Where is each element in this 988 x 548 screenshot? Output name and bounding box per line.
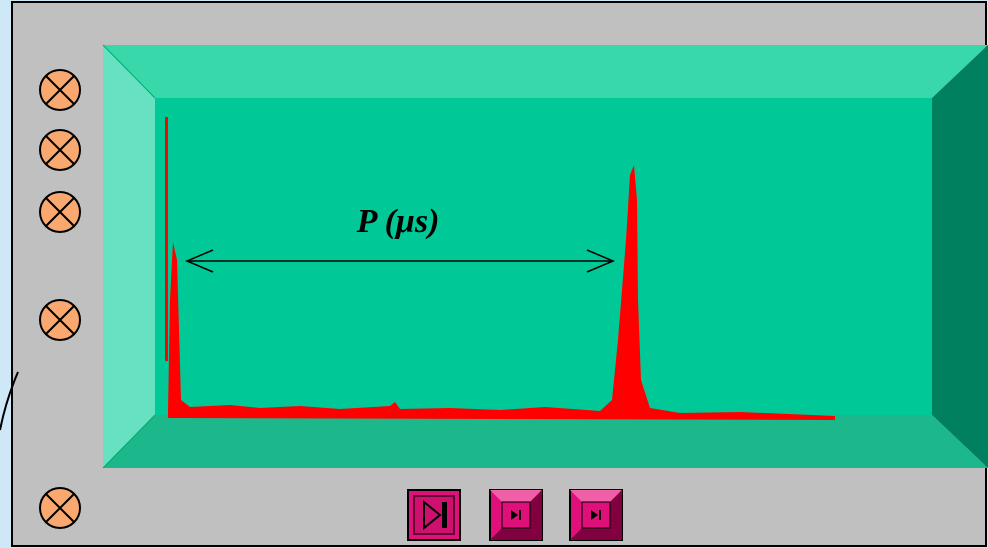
interval-arrow [185,249,615,273]
screen-face [155,98,932,415]
cable [0,371,19,431]
signal [165,117,835,420]
initial-pulse-line [165,117,168,361]
knob[interactable] [39,191,81,233]
step-button[interactable] [569,489,623,541]
bevel-top [103,45,988,98]
play-button[interactable] [407,489,461,541]
knob[interactable] [39,487,81,529]
bevel-edge [102,414,156,469]
knob[interactable] [39,299,81,341]
bevel-right [932,45,988,468]
bevel-bottom [103,415,988,468]
annotation-label: P (μs) [356,203,440,240]
step-button[interactable] [489,489,543,541]
bevel-left [103,45,155,468]
knob[interactable] [39,129,81,171]
knob[interactable] [39,69,81,111]
knobs [39,69,81,529]
screen [102,44,988,469]
bevel-edge [102,44,156,99]
buttons [407,489,623,541]
